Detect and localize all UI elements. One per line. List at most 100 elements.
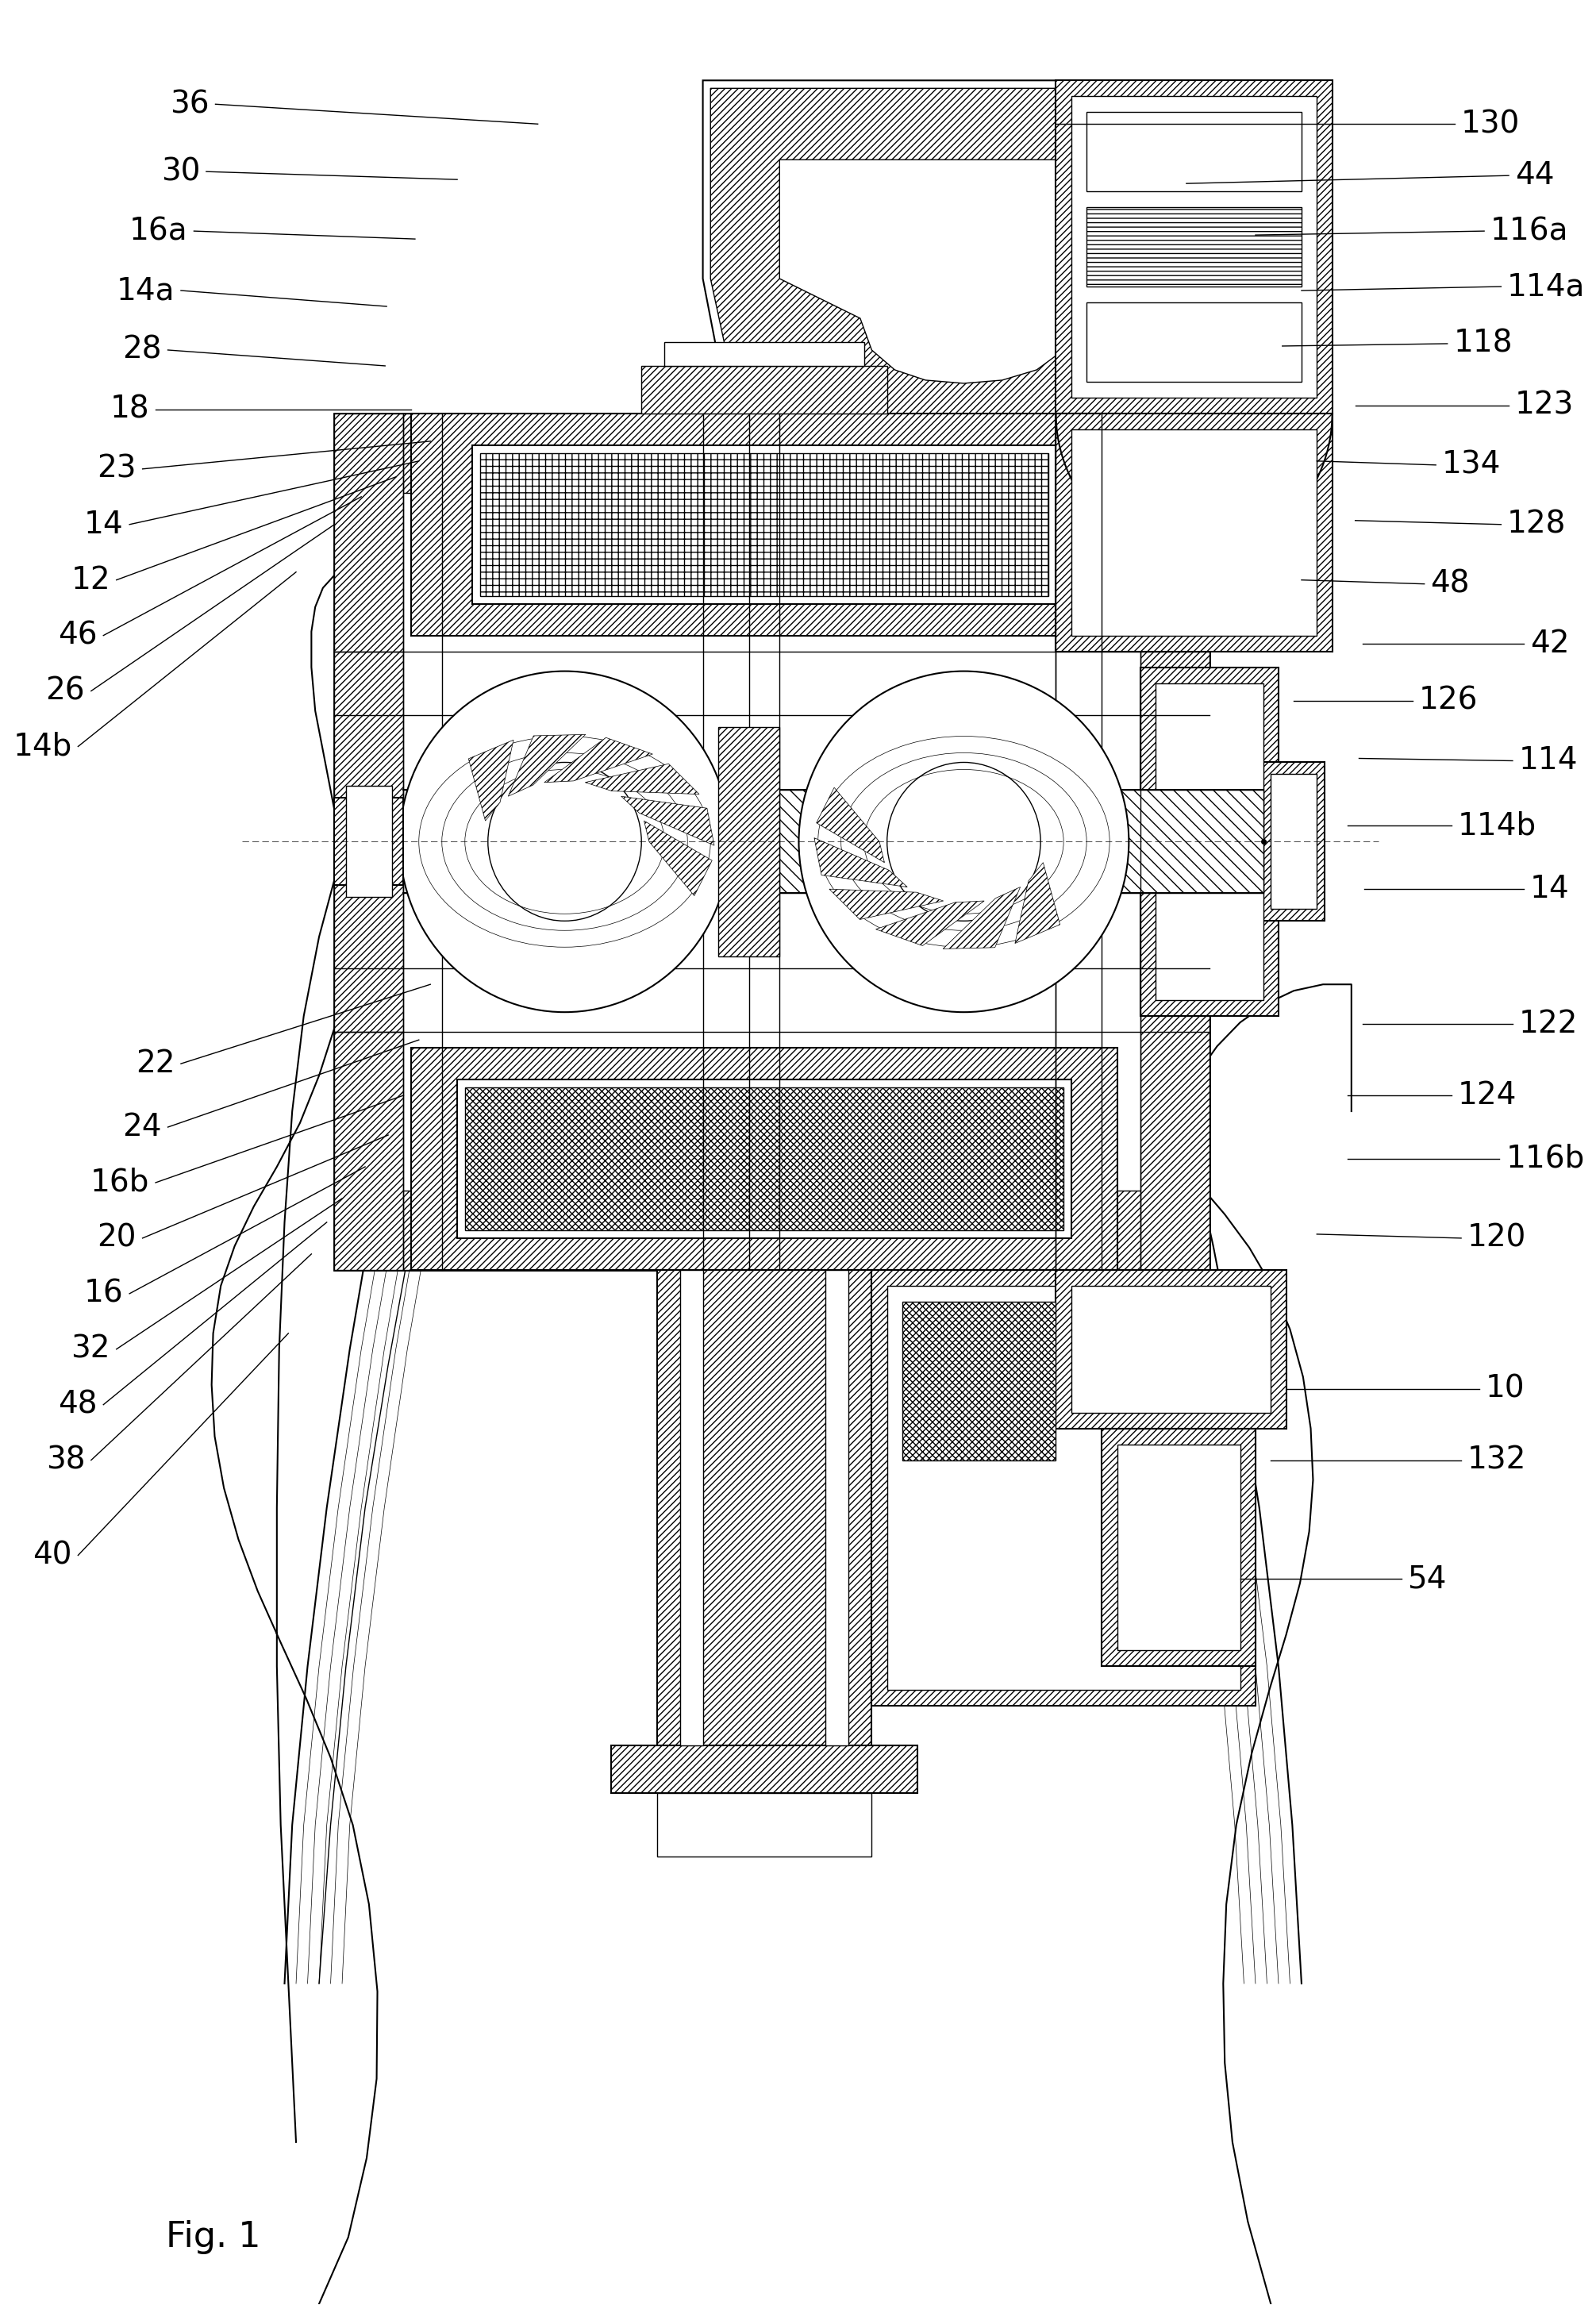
Bar <box>412 1049 1117 1270</box>
Bar <box>1071 429 1317 636</box>
Bar <box>404 791 1262 894</box>
Polygon shape <box>702 81 1163 549</box>
Bar <box>335 413 404 1270</box>
Bar <box>1087 113 1301 191</box>
Bar <box>658 1270 871 1745</box>
Bar <box>1156 682 1262 1000</box>
Text: 124: 124 <box>1457 1081 1516 1111</box>
Bar <box>611 1745 918 1793</box>
Bar <box>871 1270 1256 1706</box>
Text: 14a: 14a <box>117 277 176 307</box>
Bar <box>412 413 1117 636</box>
Text: 10: 10 <box>1486 1374 1526 1404</box>
Bar <box>1117 1445 1240 1650</box>
Text: 32: 32 <box>70 1335 110 1365</box>
Bar <box>1140 666 1278 1017</box>
Text: 40: 40 <box>32 1540 72 1570</box>
Circle shape <box>488 763 642 922</box>
Bar <box>1087 302 1301 383</box>
Text: 134: 134 <box>1441 449 1500 479</box>
Text: 26: 26 <box>46 675 85 705</box>
Polygon shape <box>621 795 715 846</box>
Text: 128: 128 <box>1507 509 1566 539</box>
Polygon shape <box>544 738 653 781</box>
Text: 123: 123 <box>1515 390 1574 420</box>
Text: 130: 130 <box>1462 108 1521 138</box>
Polygon shape <box>1015 862 1060 943</box>
Text: 114b: 114b <box>1457 811 1535 841</box>
Bar <box>1087 207 1301 286</box>
Text: 114: 114 <box>1519 747 1578 777</box>
Text: 120: 120 <box>1467 1224 1526 1254</box>
Text: 44: 44 <box>1515 161 1555 191</box>
Bar <box>825 1270 849 1745</box>
Polygon shape <box>817 788 884 862</box>
Text: 54: 54 <box>1408 1565 1446 1595</box>
Text: 132: 132 <box>1467 1445 1526 1475</box>
Bar <box>335 413 1210 1270</box>
Bar <box>335 798 404 885</box>
Text: 116b: 116b <box>1505 1143 1585 1173</box>
Polygon shape <box>943 887 1020 950</box>
Bar <box>1071 1286 1270 1413</box>
Text: 22: 22 <box>136 1049 176 1079</box>
Text: 48: 48 <box>57 1390 97 1420</box>
Bar <box>642 366 887 413</box>
Text: 23: 23 <box>97 454 136 484</box>
Text: 14: 14 <box>85 509 123 539</box>
Text: 18: 18 <box>110 394 150 424</box>
Circle shape <box>399 671 729 1012</box>
Polygon shape <box>508 735 586 795</box>
Bar <box>335 413 1210 493</box>
Polygon shape <box>645 821 712 897</box>
Text: 48: 48 <box>1430 569 1470 599</box>
Polygon shape <box>469 740 514 821</box>
Circle shape <box>798 671 1128 1012</box>
Polygon shape <box>779 159 1087 383</box>
Text: 30: 30 <box>161 157 200 187</box>
Text: 116a: 116a <box>1491 217 1569 247</box>
Text: 126: 126 <box>1419 685 1478 715</box>
Text: Fig. 1: Fig. 1 <box>166 2220 260 2254</box>
Bar <box>887 1286 1240 1690</box>
Text: 16a: 16a <box>129 217 188 247</box>
Text: 46: 46 <box>57 620 97 650</box>
Text: 16: 16 <box>85 1279 123 1309</box>
Polygon shape <box>814 839 907 887</box>
Text: 20: 20 <box>97 1224 136 1254</box>
Polygon shape <box>830 890 943 920</box>
Bar <box>658 1793 871 1856</box>
Bar <box>718 726 779 957</box>
Text: 28: 28 <box>123 334 161 364</box>
Bar <box>480 454 1049 595</box>
Bar <box>1101 1429 1256 1667</box>
Text: 42: 42 <box>1531 629 1569 659</box>
Text: 12: 12 <box>70 565 110 595</box>
Polygon shape <box>876 901 985 945</box>
Text: 16b: 16b <box>91 1169 150 1199</box>
Circle shape <box>887 763 1041 922</box>
Text: 14: 14 <box>1531 874 1569 904</box>
Text: 36: 36 <box>169 90 209 120</box>
Bar <box>902 1302 1057 1459</box>
Text: 24: 24 <box>123 1111 161 1143</box>
Bar <box>369 449 1175 1233</box>
Text: 14b: 14b <box>13 731 72 761</box>
Bar <box>346 786 393 897</box>
Text: 38: 38 <box>46 1445 85 1475</box>
Bar <box>680 1270 702 1745</box>
Polygon shape <box>710 88 1156 530</box>
Bar <box>1262 763 1325 922</box>
Bar <box>335 1192 1210 1270</box>
Bar <box>1270 774 1317 908</box>
Bar <box>464 1088 1063 1231</box>
Text: 114a: 114a <box>1507 272 1585 302</box>
Text: 118: 118 <box>1454 330 1513 360</box>
Bar <box>1057 1270 1286 1429</box>
Bar <box>1140 413 1210 1270</box>
Text: 122: 122 <box>1519 1010 1578 1040</box>
Bar <box>1057 81 1333 413</box>
Bar <box>456 1079 1071 1238</box>
Bar <box>664 341 863 366</box>
Bar <box>1057 413 1333 652</box>
